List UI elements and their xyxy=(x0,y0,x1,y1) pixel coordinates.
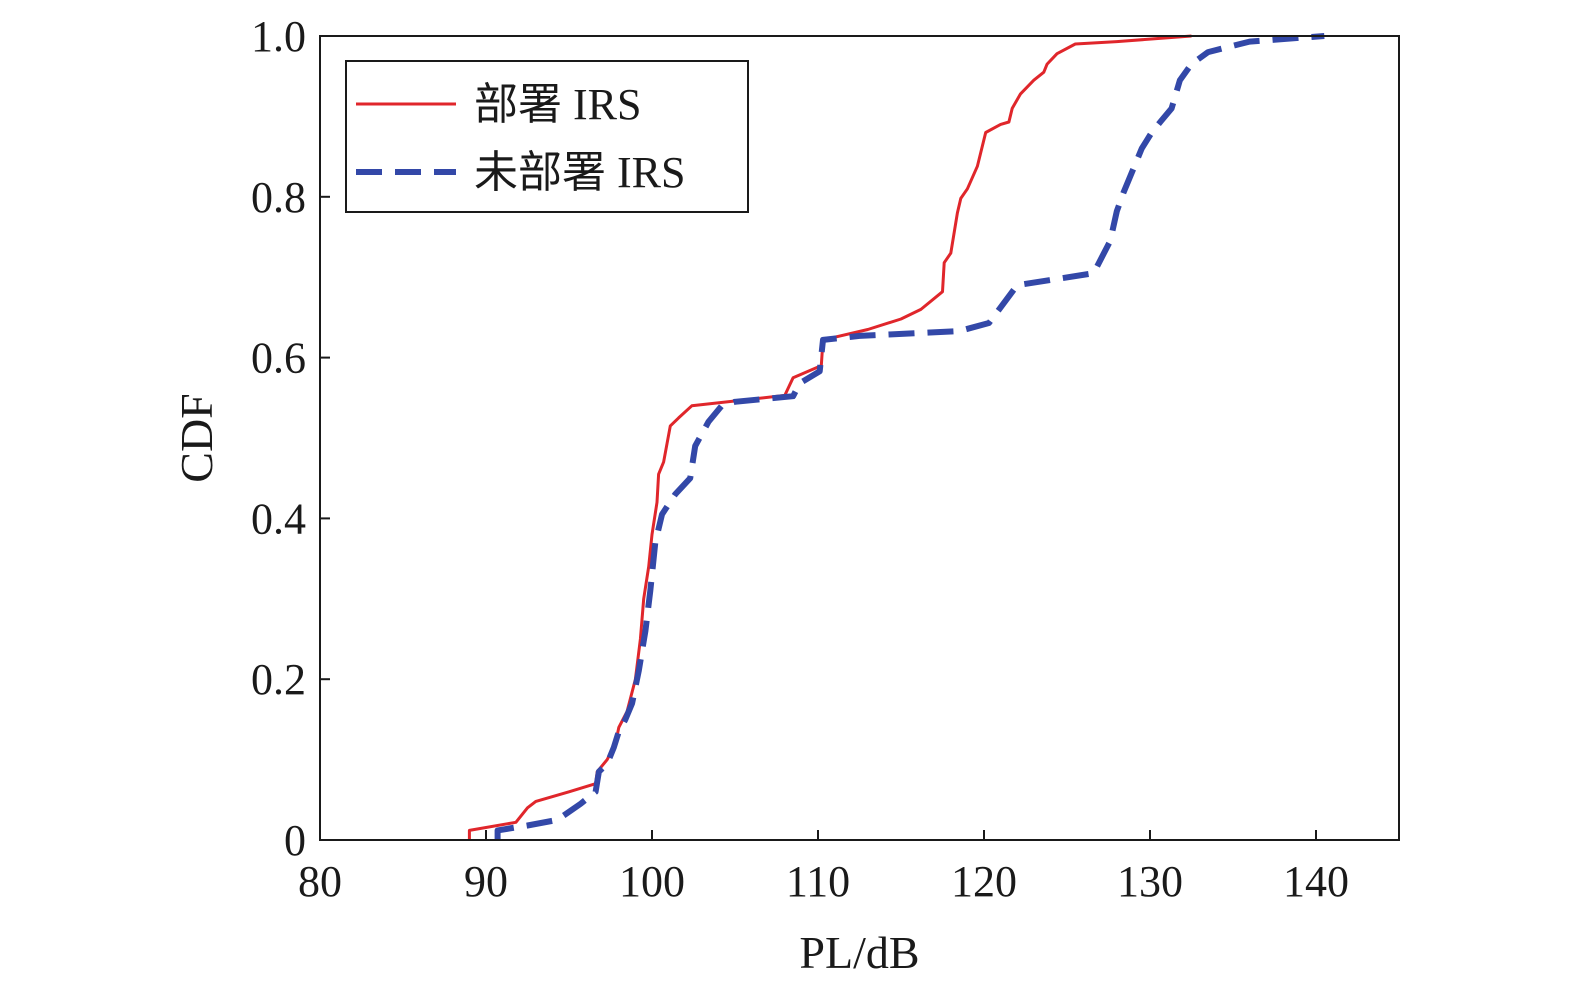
x-tick-label: 110 xyxy=(786,857,850,906)
y-tick-label: 0.6 xyxy=(251,334,306,383)
plot-area-frame xyxy=(319,35,1400,841)
x-axis-label: PL/dB xyxy=(799,927,919,978)
y-tick-label: 1.0 xyxy=(251,12,306,61)
y-axis-label: CDF xyxy=(171,393,222,482)
legend-label-deployed-irs: 部署 IRS xyxy=(474,80,641,129)
series-line-no-irs xyxy=(494,33,1325,840)
legend-box xyxy=(345,60,749,213)
axis-ticks: 80 90 100 110 120 130 140 0 0.2 0.4 0.6 0.8 1.0 xyxy=(251,12,1349,906)
y-tick-label: 0.2 xyxy=(251,655,306,704)
y-tick-label: 0 xyxy=(284,816,306,865)
x-tick-label: 120 xyxy=(951,857,1017,906)
series-line-deployed-irs xyxy=(467,34,1192,840)
x-tick-label: 100 xyxy=(619,857,685,906)
x-tick-label: 80 xyxy=(298,857,342,906)
y-tick-label: 0.8 xyxy=(251,173,306,222)
legend-label-no-irs: 未部署 IRS xyxy=(474,148,685,197)
y-tick-label: 0.4 xyxy=(251,494,306,543)
x-tick-label: 140 xyxy=(1283,857,1349,906)
x-tick-label: 90 xyxy=(464,857,508,906)
x-tick-label: 130 xyxy=(1117,857,1183,906)
plot-lines xyxy=(467,33,1325,840)
legend: 部署 IRS 未部署 IRS xyxy=(345,60,749,213)
